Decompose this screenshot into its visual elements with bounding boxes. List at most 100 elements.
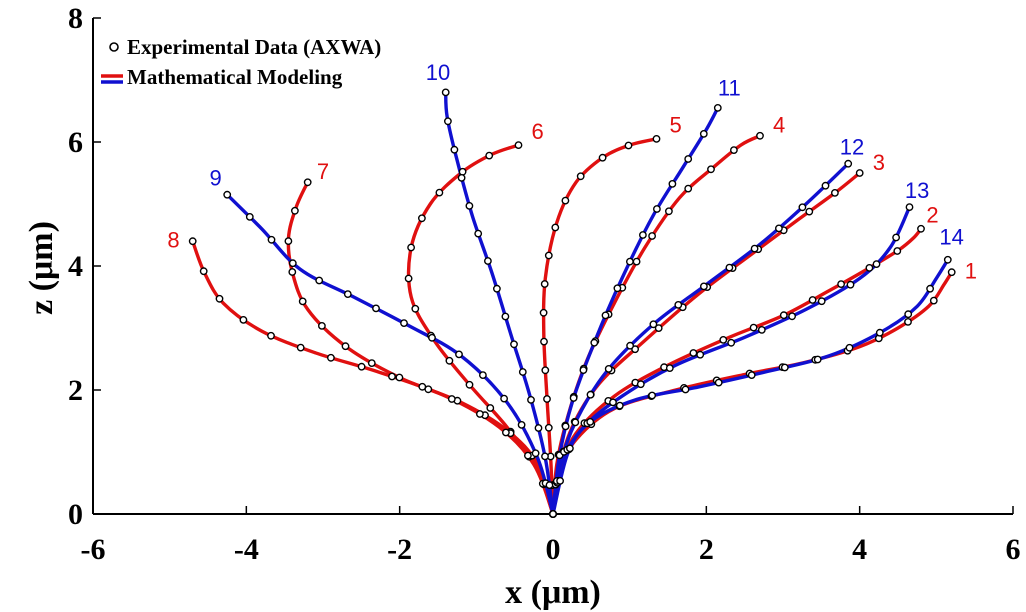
data-point: [719, 335, 728, 344]
x-tick-label: 4: [852, 533, 867, 566]
data-point: [598, 153, 607, 162]
data-point: [668, 179, 677, 188]
data-point: [905, 203, 914, 212]
data-point: [404, 274, 413, 283]
data-point: [604, 364, 613, 373]
curve-label-12: 12: [840, 134, 864, 159]
data-point: [626, 257, 634, 266]
data-point: [540, 280, 549, 288]
data-point: [561, 422, 570, 431]
data-point: [428, 333, 436, 342]
data-point: [357, 362, 366, 371]
data-point: [545, 481, 554, 489]
data-point: [549, 510, 557, 518]
data-point: [700, 282, 708, 291]
data-point: [486, 404, 495, 412]
data-point: [465, 380, 474, 389]
data-point: [400, 319, 408, 327]
data-point: [855, 169, 864, 177]
model-curve-8: [191, 239, 555, 516]
data-point: [478, 371, 487, 379]
data-point: [267, 331, 275, 340]
data-point: [648, 232, 656, 240]
data-point: [418, 382, 427, 391]
data-point: [947, 268, 956, 277]
data-point: [239, 315, 248, 324]
model-curve-7: [286, 180, 555, 516]
x-tick-label: 6: [1006, 533, 1021, 566]
data-point: [653, 205, 661, 213]
data-point: [544, 251, 553, 260]
data-point: [534, 424, 543, 432]
data-point: [865, 263, 874, 272]
data-point: [674, 300, 683, 309]
model-curve-10: [444, 90, 555, 516]
curve-label-8: 8: [167, 227, 179, 252]
data-point: [904, 310, 913, 319]
data-point: [298, 297, 307, 306]
data-point: [798, 203, 807, 212]
data-point: [518, 368, 527, 376]
data-point: [590, 338, 599, 347]
data-point: [215, 294, 224, 303]
data-point: [808, 296, 817, 304]
model-curve-13: [551, 205, 912, 516]
data-point: [893, 247, 902, 255]
data-point: [539, 308, 548, 317]
data-point: [904, 317, 912, 326]
data-point: [541, 366, 550, 375]
data-point: [665, 207, 673, 216]
curve-label-1: 1: [965, 258, 977, 283]
data-point: [443, 117, 452, 126]
data-point: [411, 304, 420, 313]
curve-label-7: 7: [317, 159, 329, 184]
data-point: [652, 134, 661, 143]
x-tick-label: 0: [546, 533, 561, 566]
data-point: [615, 401, 624, 410]
data-point: [626, 341, 634, 350]
curve-label-5: 5: [670, 113, 682, 138]
data-point: [326, 353, 335, 362]
y-tick-label: 0: [68, 498, 83, 531]
data-point: [485, 151, 494, 160]
data-point: [290, 206, 299, 215]
data-point: [817, 297, 826, 306]
data-point: [569, 394, 578, 402]
data-point: [579, 366, 588, 374]
y-tick-label: 4: [68, 250, 83, 283]
y-tick-label: 8: [68, 2, 83, 35]
data-point: [837, 280, 845, 288]
model-curve-14: [551, 258, 950, 516]
data-point: [654, 324, 663, 332]
data-point: [501, 428, 510, 437]
data-point: [684, 184, 693, 193]
data-point: [780, 363, 789, 372]
data-point: [395, 373, 404, 382]
data-point: [474, 229, 483, 238]
curve-label-11: 11: [718, 76, 741, 101]
data-point: [343, 290, 352, 298]
data-point: [624, 141, 633, 150]
data-point: [757, 325, 766, 334]
data-point: [926, 284, 934, 293]
data-point: [317, 321, 326, 330]
data-point: [875, 328, 884, 337]
data-point: [845, 343, 854, 352]
data-point: [571, 418, 580, 427]
data-point: [284, 237, 293, 246]
data-point: [245, 212, 254, 221]
data-point: [632, 257, 641, 266]
y-axis-label: z (μm): [23, 221, 60, 315]
data-point: [586, 390, 595, 399]
data-point: [457, 173, 466, 182]
data-point: [699, 129, 708, 138]
data-point: [813, 355, 822, 364]
data-point: [779, 311, 788, 320]
legend-label-experimental: Experimental Data (AXWA): [127, 35, 381, 59]
data-point: [649, 320, 658, 329]
data-point: [713, 104, 722, 112]
data-point: [531, 449, 540, 458]
x-axis-label: x (μm): [505, 574, 601, 611]
data-point: [648, 391, 656, 400]
data-point: [267, 235, 276, 244]
